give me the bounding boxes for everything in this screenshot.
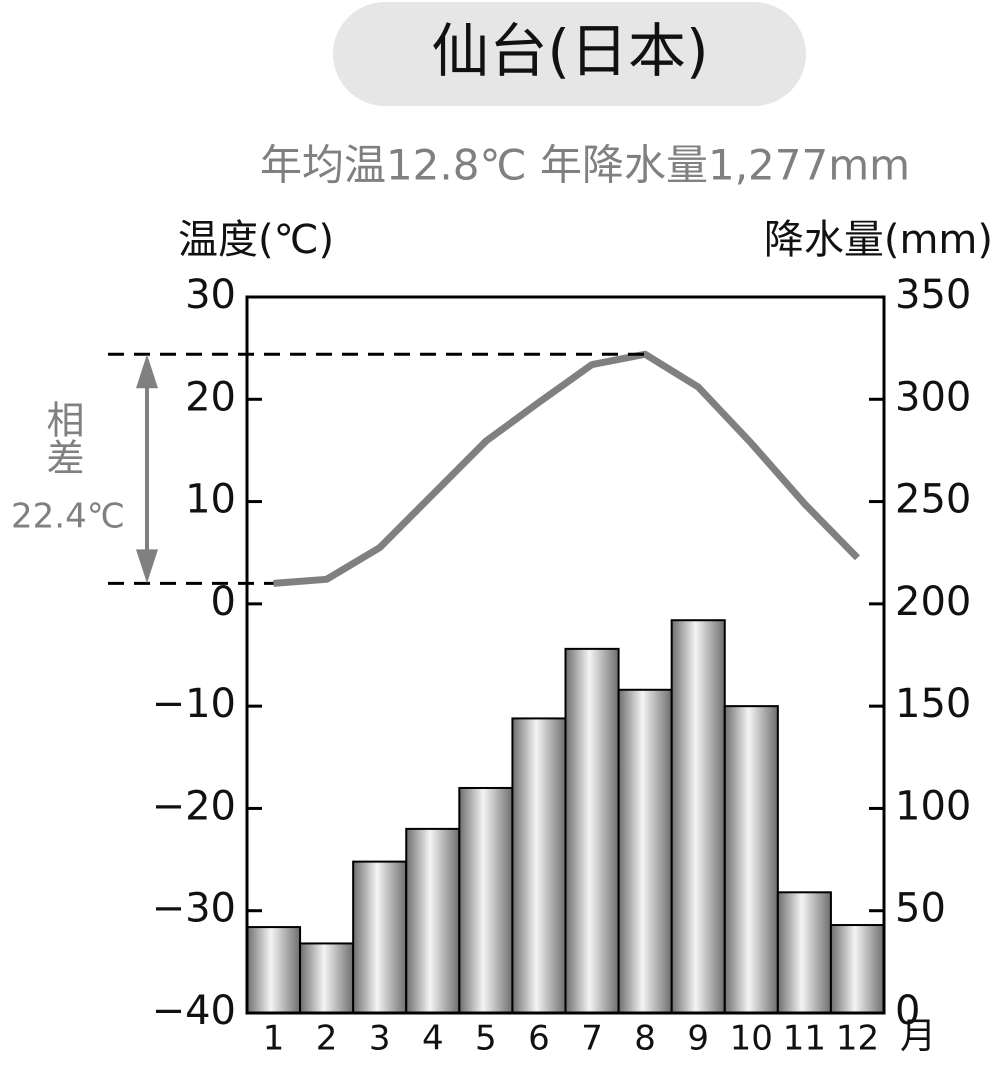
y2-tick-label: 250 bbox=[895, 477, 971, 523]
bar bbox=[670, 619, 726, 1014]
x-tick-label: 2 bbox=[316, 1019, 338, 1059]
y-axis-label: 温度(℃) bbox=[178, 217, 334, 263]
bar bbox=[246, 926, 302, 1015]
x-tick-label: 12 bbox=[836, 1019, 879, 1059]
y-tick-label: −20 bbox=[152, 783, 236, 829]
bar bbox=[723, 705, 779, 1015]
x-unit: 月 bbox=[900, 1016, 936, 1057]
y2-tick-label: 150 bbox=[895, 681, 971, 727]
y2-tick-label: 200 bbox=[895, 579, 971, 625]
y-tick-label: −30 bbox=[152, 886, 236, 932]
range-arrow-head bbox=[136, 549, 158, 584]
annotation-label: 相差 bbox=[40, 400, 84, 476]
x-tick-label: 6 bbox=[528, 1019, 550, 1059]
y-tick-label: 20 bbox=[185, 374, 236, 420]
title-pill bbox=[333, 2, 806, 106]
x-tick-label: 7 bbox=[581, 1019, 603, 1059]
temperature-line bbox=[273, 350, 860, 587]
bar bbox=[299, 942, 355, 1015]
bar bbox=[405, 827, 461, 1015]
x-tick-label: 9 bbox=[687, 1019, 709, 1059]
y-tick-label: 10 bbox=[185, 477, 236, 523]
y2-tick-label: 100 bbox=[895, 783, 971, 829]
bar bbox=[829, 924, 886, 1015]
x-tick-label: 4 bbox=[422, 1019, 444, 1059]
subtitle: 年均温12.8℃ 年降水量1,277mm bbox=[260, 141, 910, 190]
y2-tick-label: 50 bbox=[895, 886, 946, 932]
bar bbox=[352, 860, 408, 1014]
y2-tick-label: 300 bbox=[895, 374, 971, 420]
bar bbox=[617, 688, 673, 1015]
x-tick-label: 11 bbox=[783, 1019, 826, 1059]
bar bbox=[564, 647, 620, 1014]
y-tick-label: −40 bbox=[152, 988, 236, 1034]
x-tick-label: 1 bbox=[263, 1019, 285, 1059]
y-tick-label: 0 bbox=[211, 579, 236, 625]
plot-frame bbox=[245, 295, 886, 1015]
x-tick-label: 3 bbox=[369, 1019, 391, 1059]
bar bbox=[458, 786, 514, 1014]
y2-axis-label: 降水量(mm) bbox=[764, 217, 993, 263]
annotation-value: 22.4℃ bbox=[11, 497, 125, 537]
chart-title: 仙台(日本) bbox=[431, 17, 708, 85]
y2-tick-label: 350 bbox=[895, 272, 971, 318]
x-tick-label: 10 bbox=[730, 1019, 773, 1059]
bar bbox=[776, 891, 832, 1014]
x-tick-label: 5 bbox=[475, 1019, 497, 1059]
bar bbox=[511, 717, 567, 1014]
y-tick-label: −10 bbox=[152, 681, 236, 727]
y2-tick-label: 0 bbox=[895, 988, 920, 1034]
x-tick-label: 8 bbox=[634, 1019, 656, 1059]
range-arrow-head bbox=[136, 354, 158, 389]
y-tick-label: 30 bbox=[185, 272, 236, 318]
